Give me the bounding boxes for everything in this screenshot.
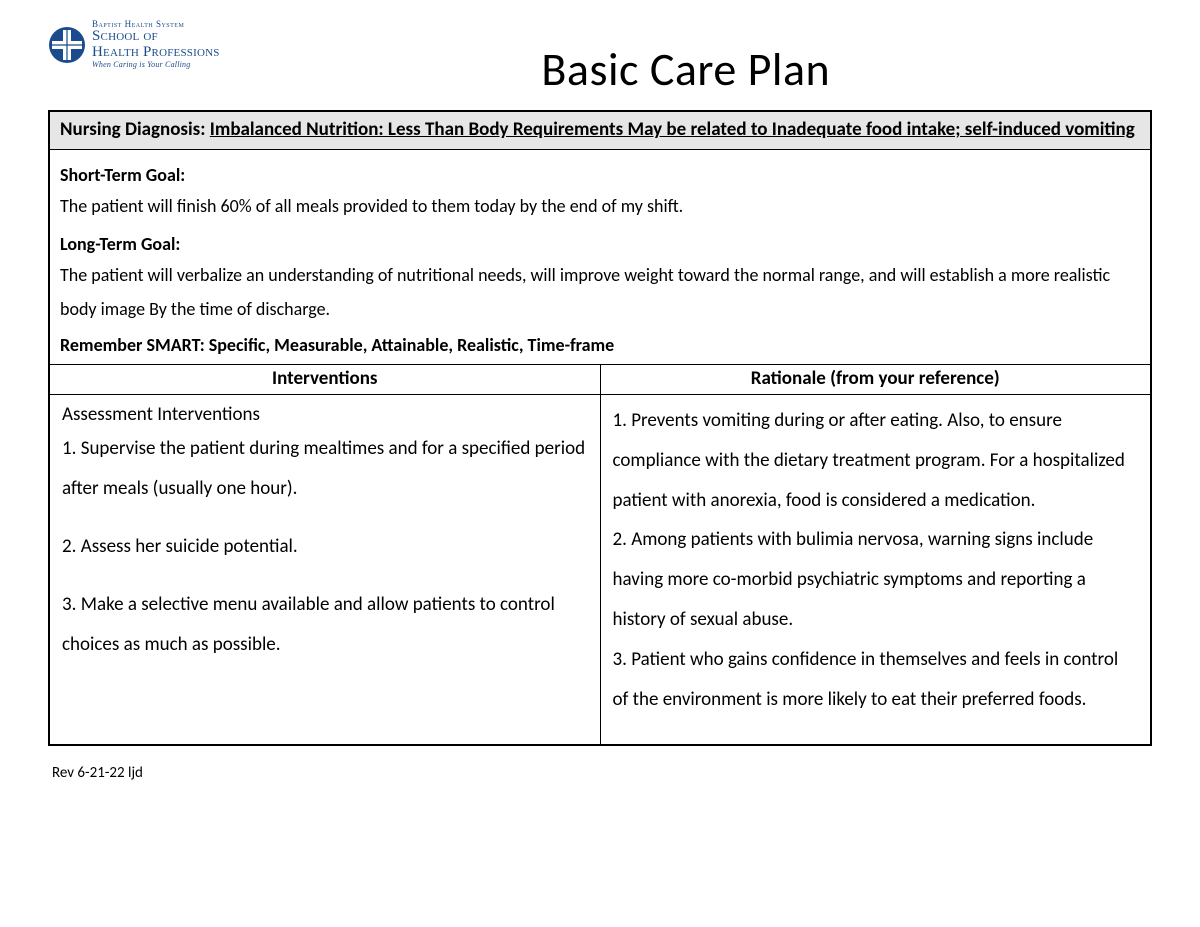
- diagnosis-label: Nursing Diagnosis:: [60, 118, 206, 141]
- logo-line2: School of: [92, 29, 220, 45]
- smart-reminder: Remember SMART: Specific, Measurable, At…: [60, 333, 1140, 358]
- page-title: Basic Care Plan: [220, 42, 1152, 98]
- rationale-header: Rationale (from your reference): [600, 364, 1151, 394]
- goals-row: Short-Term Goal: The patient will finish…: [49, 150, 1151, 365]
- interventions-heading: Assessment Interventions: [62, 401, 588, 430]
- intervention-2: 2. Assess her suicide potential.: [62, 527, 588, 567]
- care-plan-table: Nursing Diagnosis: Imbalanced Nutrition:…: [48, 110, 1152, 746]
- title-wrap: Basic Care Plan: [220, 20, 1152, 98]
- revision-footer: Rev 6-21-22 ljd: [48, 764, 1152, 782]
- rationale-1: 1. Prevents vomiting during or after eat…: [613, 401, 1139, 521]
- rationale-3: 3. Patient who gains confidence in thems…: [613, 640, 1139, 720]
- content-row: Assessment Interventions 1. Supervise th…: [49, 394, 1151, 745]
- diagnosis-row: Nursing Diagnosis: Imbalanced Nutrition:…: [49, 111, 1151, 150]
- interventions-cell: Assessment Interventions 1. Supervise th…: [49, 394, 600, 745]
- logo-line4: When Caring is Your Calling: [92, 61, 220, 69]
- long-goal-label: Long-Term Goal:: [60, 231, 1140, 258]
- long-goal-text: The patient will verbalize an understand…: [60, 264, 1110, 320]
- diagnosis-text: Imbalanced Nutrition: Less Than Body Req…: [210, 118, 1135, 141]
- rationale-2: 2. Among patients with bulimia nervosa, …: [613, 520, 1139, 640]
- org-logo: Baptist Health System School of Health P…: [48, 20, 220, 69]
- rationale-cell: 1. Prevents vomiting during or after eat…: [600, 394, 1151, 745]
- interventions-header: Interventions: [49, 364, 600, 394]
- short-goal-text: The patient will finish 60% of all meals…: [60, 195, 683, 217]
- short-goal-label: Short-Term Goal:: [60, 162, 1140, 189]
- document-header: Baptist Health System School of Health P…: [48, 20, 1152, 98]
- logo-line3: Health Professions: [92, 45, 220, 61]
- column-headers: Interventions Rationale (from your refer…: [49, 364, 1151, 394]
- intervention-3: 3. Make a selective menu available and a…: [62, 585, 588, 665]
- intervention-1: 1. Supervise the patient during mealtime…: [62, 429, 588, 509]
- cross-logo-icon: [48, 26, 86, 64]
- org-logo-text: Baptist Health System School of Health P…: [92, 20, 220, 69]
